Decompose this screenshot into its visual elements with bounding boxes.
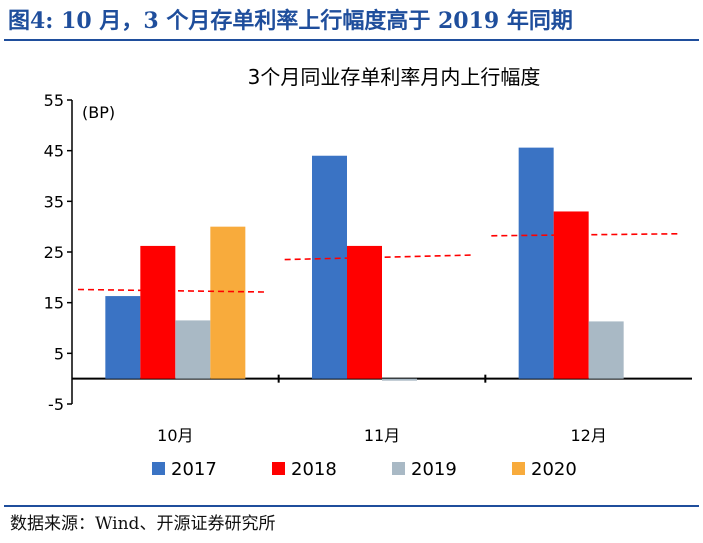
bar-chart: 3个月同业存单利率月内上行幅度 (BP) 55 45 35 25 15 5 -5 10月 11… — [44, 65, 692, 480]
legend-swatch — [152, 462, 165, 475]
x-axis-labels: 10月 11月 12月 — [157, 426, 607, 445]
y-tick-label: 55 — [44, 91, 64, 110]
figure-title: 图4: 10 月，3 个月存单利率上行幅度高于 2019 年同期 — [8, 8, 573, 34]
legend-label: 2018 — [291, 459, 337, 480]
bar-2018 — [347, 245, 382, 379]
bar-2019 — [175, 320, 211, 379]
y-tick-label: 35 — [44, 192, 64, 211]
legend-swatch — [272, 462, 285, 475]
avg-line — [491, 232, 681, 237]
legend-label: 2017 — [171, 459, 217, 480]
legend-swatch — [392, 462, 405, 475]
bar-2020 — [210, 226, 246, 379]
bar-2018 — [140, 245, 176, 379]
avg-line — [284, 254, 474, 261]
bar-2017 — [312, 155, 347, 379]
bar-series — [105, 147, 624, 381]
source-divider — [4, 505, 699, 507]
y-tick-label: 5 — [54, 344, 64, 363]
bar-2018 — [553, 211, 589, 379]
data-source-note: 数据来源：Wind、开源证券研究所 — [10, 514, 276, 534]
x-tick-label: 10月 — [157, 426, 193, 445]
bar-2017 — [518, 147, 554, 379]
y-tick-label: 25 — [44, 243, 64, 262]
legend: 2017 2018 2019 2020 — [152, 459, 577, 480]
y-tick-label: 45 — [44, 142, 64, 161]
legend-swatch — [512, 462, 525, 475]
y-tick-label: -5 — [48, 395, 64, 414]
title-divider — [4, 39, 699, 41]
bar-2017 — [105, 296, 141, 379]
bar-2019 — [588, 321, 624, 379]
legend-label: 2019 — [411, 459, 457, 480]
bar-2019 — [382, 378, 417, 381]
legend-label: 2020 — [531, 459, 577, 480]
y-tick-label: 15 — [44, 294, 64, 313]
avg-line — [77, 288, 267, 293]
average-lines — [77, 232, 681, 293]
y-unit-label: (BP) — [82, 103, 115, 122]
x-tick-label: 11月 — [364, 426, 400, 445]
chart-title: 3个月同业存单利率月内上行幅度 — [248, 65, 541, 89]
x-tick-label: 12月 — [570, 426, 606, 445]
